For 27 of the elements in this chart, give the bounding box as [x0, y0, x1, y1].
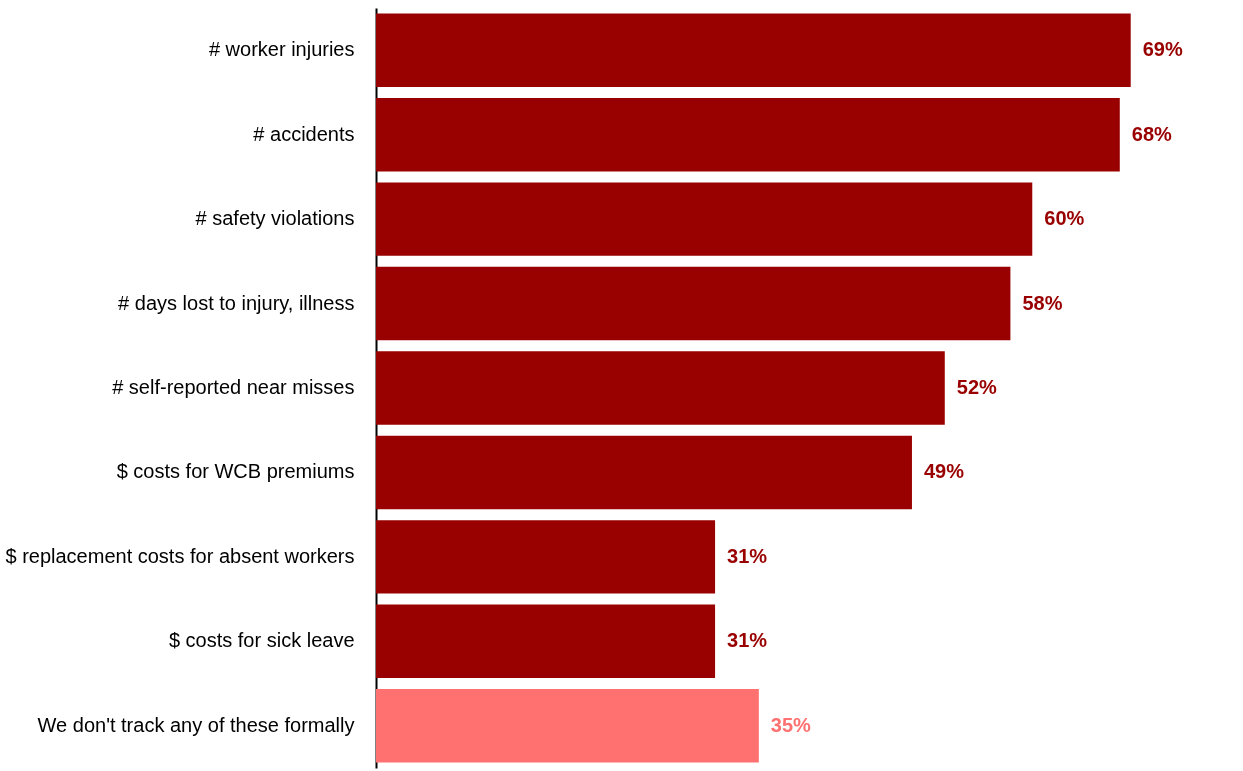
bar — [376, 182, 1033, 256]
y-tick-label: # safety violations — [195, 207, 355, 230]
data-label: 60% — [1044, 207, 1085, 230]
data-label: 69% — [1142, 38, 1183, 61]
bar — [376, 351, 945, 425]
bar — [376, 266, 1011, 341]
data-label: 68% — [1131, 122, 1173, 145]
y-tick-label: # worker injuries — [208, 38, 355, 61]
y-tick-label: # self-reported near misses — [112, 376, 355, 398]
y-tick-label: # days lost to injury, illness — [118, 291, 355, 314]
data-label: 52% — [956, 376, 998, 398]
data-label: 58% — [1022, 291, 1063, 314]
bar — [376, 520, 716, 594]
data-label: 49% — [923, 460, 965, 483]
y-tick-label: $ costs for sick leave — [168, 629, 355, 652]
bar — [376, 13, 1131, 87]
data-label: 31% — [727, 544, 768, 567]
bar — [376, 97, 1120, 172]
data-label: 31% — [727, 629, 768, 652]
y-tick-label: We don't track any of these formally — [37, 713, 355, 736]
y-tick-label: # accidents — [253, 122, 355, 145]
y-tick-label: $ replacement costs for absent workers — [5, 544, 355, 567]
bar — [376, 604, 716, 679]
data-label: 35% — [770, 713, 812, 736]
bar — [376, 689, 759, 763]
y-tick-label: $ costs for WCB premiums — [116, 460, 355, 483]
bar — [376, 435, 912, 510]
